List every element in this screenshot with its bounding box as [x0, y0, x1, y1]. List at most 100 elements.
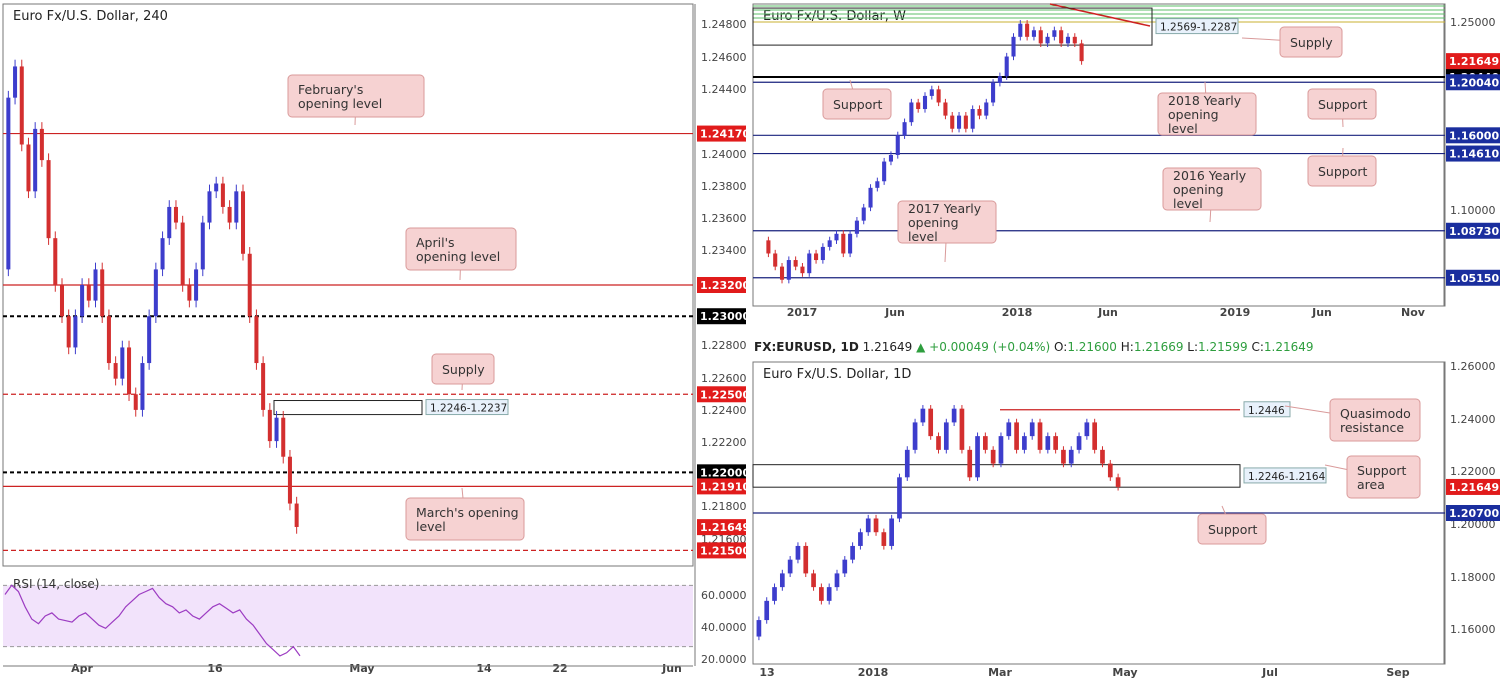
- candle-body: [889, 518, 894, 546]
- chart-title: Euro Fx/U.S. Dollar, 240: [13, 9, 168, 24]
- candle-body: [160, 238, 165, 270]
- candle-body: [1072, 36, 1077, 44]
- level-label-bg: [1446, 145, 1500, 162]
- y-tick-label: 1.22800: [701, 339, 746, 352]
- callout: Supply: [431, 353, 495, 391]
- y-tick-label: 1.22000: [1450, 465, 1496, 478]
- callout-text: April's opening level: [416, 235, 500, 264]
- weekly-panel: Euro Fx/U.S. Dollar, W1.250001.150001.10…: [750, 0, 1500, 330]
- candle-body: [194, 269, 199, 301]
- x-tick-label: Nov: [1401, 306, 1426, 319]
- candle-body: [897, 477, 902, 519]
- candle-body: [1031, 30, 1036, 37]
- candle-body: [811, 573, 816, 588]
- level-label: 1.23000: [700, 310, 746, 323]
- candle-body: [1029, 422, 1035, 437]
- price-change: +0.00049 (+0.04%): [929, 340, 1051, 354]
- x-tick-label: Jun: [884, 306, 905, 319]
- candle-body: [1045, 436, 1051, 450]
- candle-body: [922, 95, 928, 110]
- candle-body: [207, 191, 212, 223]
- candle-body: [180, 222, 185, 285]
- zone-box: [273, 400, 423, 416]
- price-label: 1.21649: [1449, 55, 1499, 68]
- callout-text-line: area: [1357, 477, 1385, 492]
- candle-body: [26, 144, 31, 192]
- candle-body: [826, 587, 832, 601]
- candle-body: [975, 436, 980, 478]
- candle-body: [970, 109, 975, 129]
- price-label-bg: [697, 519, 746, 536]
- y-tick-label: 1.24400: [701, 83, 746, 96]
- price-label-bg: [1446, 53, 1500, 70]
- candle-body: [1037, 422, 1043, 450]
- y-tick-label: 1.22400: [701, 404, 746, 417]
- candle-body: [1065, 36, 1071, 44]
- candle-body: [929, 89, 934, 96]
- level-label: 1.2446: [1248, 405, 1285, 417]
- level-label-bg: [697, 464, 746, 481]
- candle-body: [998, 436, 1004, 464]
- candle-body: [983, 436, 988, 450]
- x-tick-label: 2018: [858, 666, 889, 679]
- weekly-chart[interactable]: Euro Fx/U.S. Dollar, W1.250001.150001.10…: [750, 0, 1500, 330]
- candle-body: [779, 266, 785, 280]
- callout-text-line: opening: [908, 215, 959, 230]
- callout-text-line: Support: [1318, 164, 1368, 179]
- level-label-bg: [697, 308, 746, 325]
- callout-text: March's opening level: [416, 505, 519, 534]
- y-tick-label: 1.22200: [701, 436, 746, 449]
- candle-body: [928, 408, 934, 437]
- level-label: 1.16000: [1449, 129, 1499, 142]
- level-label: 1.08730: [1449, 225, 1499, 238]
- x-tick-label: Jun: [1311, 306, 1332, 319]
- candle-body: [764, 600, 770, 621]
- callout-text-line: Support: [1208, 522, 1258, 537]
- up-triangle-icon: ▲: [916, 340, 926, 354]
- chart-title: Euro Fx/U.S. Dollar, 1D: [763, 367, 911, 382]
- candle-body: [990, 449, 996, 464]
- candle-body: [912, 422, 918, 450]
- candle-body: [814, 253, 819, 261]
- h4-chart[interactable]: Euro Fx/U.S. Dollar, 240 1.24800 1.24600 1.…: [0, 0, 750, 689]
- candle-body: [1022, 436, 1027, 450]
- candle-body: [281, 417, 286, 457]
- rsi-tick-label: 60.0000: [701, 589, 746, 602]
- rsi-line: [4, 584, 301, 657]
- candle-body: [888, 155, 893, 162]
- callout: Quasimodo resistance: [1284, 398, 1421, 442]
- level-label: 1.22500: [700, 388, 746, 401]
- candle-body: [779, 573, 785, 588]
- candle-body: [19, 66, 24, 145]
- candle-body: [991, 82, 996, 103]
- candle-body: [93, 269, 98, 301]
- x-tick-label: Mar: [988, 666, 1012, 679]
- rsi-tick-label: 40.0000: [701, 621, 746, 634]
- candle-body: [848, 233, 853, 254]
- candle-body: [66, 316, 71, 348]
- rsi-tick-label: 20.0000: [701, 653, 746, 666]
- callout-text-line: 2017 Yearly: [908, 201, 982, 216]
- callout-box: [1307, 155, 1377, 187]
- x-tick-label: 2018: [1002, 306, 1033, 319]
- y-tick-label: 1.24800: [701, 18, 746, 31]
- candle-body: [984, 102, 989, 116]
- candle-body: [1053, 436, 1058, 450]
- candle-body: [882, 161, 887, 182]
- callout-box: [431, 353, 495, 385]
- x-tick-label: 22: [552, 662, 567, 675]
- callout-box: [287, 74, 425, 118]
- callout-text-line: April's: [416, 235, 455, 250]
- callout-text-line: level: [416, 519, 446, 534]
- callout-text: Quasimodo resistance: [1340, 406, 1411, 435]
- x-tick-label: Apr: [71, 662, 93, 675]
- x-tick-label: May: [349, 662, 374, 675]
- callout-text: Supply: [442, 362, 485, 377]
- callout-box: [1197, 513, 1267, 545]
- daily-chart[interactable]: Euro Fx/U.S. Dollar, 1D 1.26000 1.24000 1.2…: [750, 358, 1500, 689]
- candle-body: [13, 66, 18, 98]
- candle-body: [873, 518, 879, 533]
- symbol-label: FX:EURUSD, 1D: [754, 340, 859, 354]
- y-tick-label: 1.23400: [701, 244, 746, 257]
- candle-body: [936, 436, 941, 450]
